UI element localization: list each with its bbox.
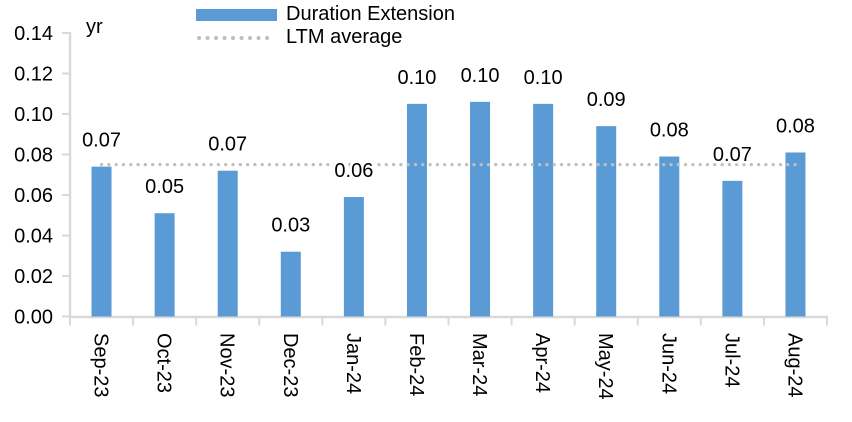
x-axis-label-jul-24: Jul-24	[720, 333, 742, 387]
legend-label-duration-extension: Duration Extension	[286, 3, 455, 25]
data-label-aug-24: 0.08	[776, 115, 815, 137]
bar-jun-24	[659, 156, 680, 317]
x-axis-label-mar-24: Mar-24	[468, 333, 490, 396]
bar-oct-23	[154, 213, 175, 317]
legend: Duration Extension LTM average	[196, 3, 455, 49]
x-axis-label-oct-23: Oct-23	[153, 333, 175, 393]
bar-feb-24	[406, 103, 427, 317]
x-axis-label-dec-23: Dec-23	[279, 333, 301, 397]
bar-may-24	[596, 126, 617, 317]
bar-dec-23	[280, 251, 301, 317]
x-axis-label-sep-23: Sep-23	[90, 333, 112, 398]
data-label-feb-24: 0.10	[397, 67, 436, 89]
y-axis-tick-label: 0.06	[14, 185, 53, 207]
y-axis-unit-label: yr	[86, 16, 103, 38]
data-label-sep-23: 0.07	[82, 130, 121, 152]
bar-nov-23	[217, 170, 238, 317]
bar-jul-24	[722, 180, 743, 317]
data-label-dec-23: 0.03	[271, 215, 310, 237]
legend-swatch-line	[197, 35, 276, 40]
y-axis-tick-label: 0.02	[14, 266, 53, 288]
x-axis-label-aug-24: Aug-24	[783, 333, 805, 398]
data-label-nov-23: 0.07	[208, 134, 247, 156]
bar-apr-24	[533, 103, 554, 317]
x-axis-label-feb-24: Feb-24	[405, 333, 427, 396]
y-axis-tick-label: 0.08	[14, 145, 53, 167]
data-label-mar-24: 0.10	[461, 65, 500, 87]
data-label-oct-23: 0.05	[145, 176, 184, 198]
bar-jan-24	[343, 197, 364, 317]
bar-sep-23	[91, 166, 112, 317]
y-axis-tick-label: 0.10	[14, 104, 53, 126]
x-axis-label-nov-23: Nov-23	[216, 333, 238, 397]
data-label-jan-24: 0.06	[334, 160, 373, 182]
x-axis-label-may-24: May-24	[594, 333, 616, 400]
legend-item-duration-extension: Duration Extension	[196, 3, 455, 26]
y-axis-tick-label: 0.04	[14, 226, 53, 248]
bar-mar-24	[470, 101, 491, 317]
data-label-may-24: 0.09	[587, 89, 626, 111]
y-axis-tick-label: 0.14	[14, 23, 53, 45]
data-label-apr-24: 0.10	[524, 67, 563, 89]
legend-swatch-bar	[196, 8, 277, 21]
bar-aug-24	[785, 152, 806, 317]
y-axis-tick-label: 0.12	[14, 64, 53, 86]
x-axis-label-apr-24: Apr-24	[531, 333, 553, 393]
y-axis-tick-label: 0.00	[14, 307, 53, 329]
x-axis-label-jan-24: Jan-24	[342, 333, 364, 394]
data-label-jun-24: 0.08	[650, 120, 689, 142]
x-axis-label-jun-24: Jun-24	[657, 333, 679, 394]
legend-item-ltm-average: LTM average	[196, 26, 455, 49]
legend-label-ltm-average: LTM average	[286, 26, 403, 48]
data-label-jul-24: 0.07	[713, 144, 752, 166]
